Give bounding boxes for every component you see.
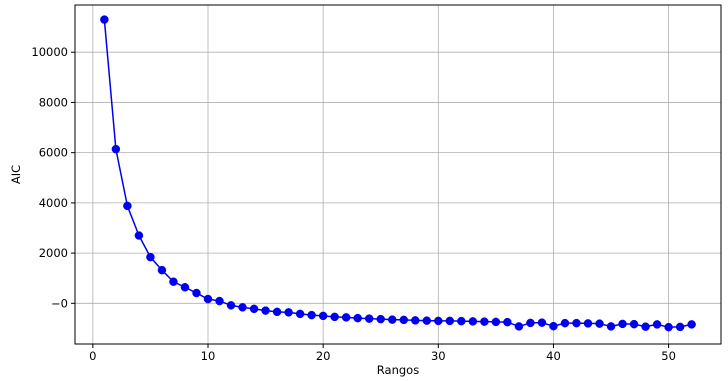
data-point [215, 296, 224, 306]
data-point [399, 315, 409, 325]
data-series [100, 15, 696, 332]
data-point [376, 314, 385, 324]
x-tick-label: 20 [316, 349, 331, 363]
data-point [560, 318, 570, 328]
data-point [284, 308, 293, 317]
data-point [675, 322, 685, 332]
y-tick-label: 10000 [31, 45, 68, 59]
data-point [595, 319, 604, 328]
series-line [103, 19, 692, 328]
data-point [272, 307, 282, 317]
data-point [549, 321, 558, 331]
data-point [192, 288, 201, 298]
data-point [687, 320, 696, 329]
data-point [664, 322, 673, 332]
data-point [249, 304, 259, 314]
data-point [134, 231, 144, 240]
plot-area-frame [74, 4, 722, 345]
data-point [411, 316, 420, 325]
data-point [583, 319, 593, 328]
data-point [572, 318, 581, 328]
x-tick-label: 30 [431, 349, 446, 363]
x-tick-label: 10 [201, 349, 216, 363]
y-tick-label: 4000 [39, 196, 68, 210]
data-point [652, 320, 662, 329]
data-point [364, 314, 374, 323]
data-point [422, 316, 432, 325]
grid-lines [75, 5, 721, 344]
data-point [307, 310, 316, 320]
data-point [157, 265, 167, 275]
data-point [203, 294, 213, 304]
y-tick-label: 6000 [39, 146, 68, 160]
data-point [491, 317, 501, 327]
x-tick-label: 0 [89, 349, 96, 363]
data-point [261, 306, 270, 315]
data-point [341, 313, 351, 322]
data-point [537, 318, 547, 327]
data-point [353, 313, 362, 323]
data-point [123, 201, 132, 211]
data-point [457, 316, 466, 326]
data-point [606, 322, 616, 331]
data-point [226, 301, 236, 310]
data-point [295, 309, 305, 319]
data-point [169, 277, 178, 286]
y-tick-label: 8000 [39, 95, 68, 109]
x-axis-label: Rangos [377, 363, 419, 377]
data-point [526, 318, 535, 328]
data-point [111, 144, 121, 154]
axis-ticks: 0 10 20 30 40 50 −0 2000 4000 6000 8000 10000 [31, 45, 676, 363]
data-point [480, 317, 489, 326]
data-point [434, 316, 443, 326]
data-point [180, 282, 190, 292]
x-tick-label: 50 [661, 349, 676, 363]
data-point [318, 311, 328, 321]
x-tick-label: 40 [546, 349, 561, 363]
y-axis-label: AIC [9, 165, 23, 184]
data-point [445, 316, 455, 326]
data-point [100, 15, 109, 24]
data-point [387, 315, 397, 324]
data-point [146, 252, 155, 262]
data-point [514, 322, 524, 331]
y-tick-label: −0 [51, 296, 68, 310]
data-point [618, 319, 627, 329]
data-point [330, 312, 339, 322]
data-point [238, 303, 247, 312]
data-point [629, 319, 639, 329]
data-point [641, 322, 650, 331]
y-tick-label: 2000 [39, 246, 68, 260]
data-point [468, 317, 478, 326]
data-point [503, 317, 512, 327]
